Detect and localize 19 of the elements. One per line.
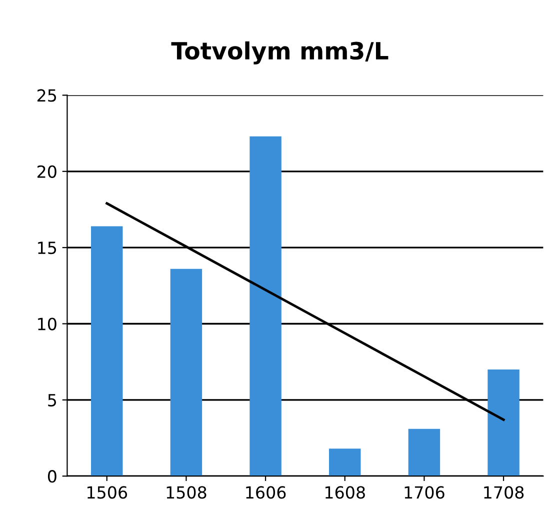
- x-tick-label: 1608: [325, 486, 365, 499]
- bar: [408, 428, 440, 476]
- y-tick-label: 20: [37, 165, 56, 178]
- bar: [91, 226, 123, 476]
- x-tick-label: 1508: [166, 486, 206, 499]
- chart-title: Totvolym mm3/L: [171, 41, 388, 64]
- x-tick-label: 1506: [87, 486, 128, 499]
- x-tick-label: 1606: [246, 486, 286, 499]
- bar: [488, 369, 520, 476]
- y-tick-label: 10: [38, 318, 56, 330]
- y-tick-label: 5: [48, 394, 56, 406]
- bar: [329, 448, 361, 476]
- y-tick-label: 15: [38, 242, 56, 254]
- y-tick-label: 0: [48, 470, 56, 483]
- x-tick-label: 1706: [404, 486, 444, 499]
- y-tick-label: 25: [37, 89, 56, 102]
- bar: [170, 268, 202, 476]
- bar: [250, 136, 282, 476]
- x-tick-label: 1708: [484, 486, 524, 499]
